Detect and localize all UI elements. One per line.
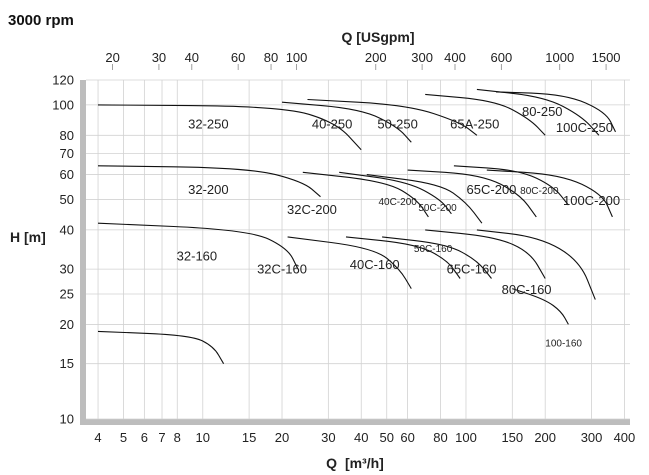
x-tick-label: 4	[94, 430, 101, 445]
pump-curve-65C-160	[425, 229, 546, 279]
y-tick-label: 100	[52, 97, 74, 112]
y-tick-label: 80	[60, 128, 74, 143]
y-tick-label: 20	[60, 317, 74, 332]
x-tick-label: 200	[534, 430, 556, 445]
bottom-axis-title-main: Q	[326, 455, 337, 471]
curve-label-50-250: 50-250	[377, 117, 417, 132]
x-top-tick-label: 1000	[545, 50, 574, 65]
pump-curve-32C-200	[302, 171, 429, 218]
y-axis-title: H [m]	[10, 229, 46, 245]
plot-bottom-border	[80, 419, 630, 425]
pump-curve-65C-200	[407, 169, 537, 218]
x-tick-label: 400	[614, 430, 636, 445]
pump-curve-80C-160	[476, 229, 596, 300]
x-tick-label: 80	[433, 430, 447, 445]
x-tick-label: 10	[196, 430, 210, 445]
pump-curve-40C-160	[345, 236, 461, 279]
x-tick-label: 40	[354, 430, 368, 445]
curve-label-80-250: 80-250	[522, 104, 562, 119]
grid	[86, 79, 630, 420]
pump-curve-65A-250	[425, 93, 546, 136]
pump-curve-50-250	[307, 98, 478, 136]
x-tick-label: 5	[120, 430, 127, 445]
x-tick-label: 150	[501, 430, 523, 445]
x-top-tick-label: 400	[444, 50, 466, 65]
x-top-tick-label: 100	[286, 50, 308, 65]
curve-label-80C-200: 80C-200	[520, 186, 559, 197]
pump-curve-50C-200	[366, 174, 483, 224]
curve-label-40C-160: 40C-160	[350, 257, 400, 272]
tick-labels: 4 5 6 7 8 10 15 20 30 40 50 60 80 100 150 200 300 400 20 30…	[52, 50, 635, 445]
y-tick-label: 120	[52, 73, 74, 88]
curve-label-65C-160: 65C-160	[447, 262, 497, 277]
pump-curves	[97, 88, 616, 364]
x-top-tick-label: 20	[105, 50, 119, 65]
x-tick-label: 7	[158, 430, 165, 445]
curve-label-40-250: 40-250	[312, 117, 352, 132]
pump-curve-80-250	[476, 88, 600, 136]
curve-label-32-160: 32-160	[177, 248, 217, 263]
x-tick-label: 20	[275, 430, 289, 445]
rpm-title: 3000 rpm	[8, 12, 74, 29]
pump-curve-50C-160	[382, 236, 492, 279]
curve-label-32C-160: 32C-160	[257, 262, 307, 277]
curve-label-40C-200: 40C-200	[378, 197, 417, 208]
pump-curve-100-160	[512, 288, 569, 325]
x-tick-label: 60	[400, 430, 414, 445]
y-tick-label: 40	[60, 222, 74, 237]
x-tick-label: 50	[380, 430, 394, 445]
x-top-tick-label: 60	[231, 50, 245, 65]
x-tick-label: 30	[321, 430, 335, 445]
x-tick-label: 300	[581, 430, 603, 445]
x-top-tick-label: 40	[185, 50, 199, 65]
pump-curve-32-160	[97, 222, 299, 270]
curve-label-32C-200: 32C-200	[287, 202, 337, 217]
x-tick-label: 15	[242, 430, 256, 445]
pump-curve-32-250	[97, 104, 362, 151]
curve-label-100C-250: 100C-250	[556, 120, 613, 135]
plot-left-border	[80, 80, 86, 425]
curve-label-80C-160: 80C-160	[502, 282, 552, 297]
x-tick-label: 100	[455, 430, 477, 445]
y-tick-label: 30	[60, 262, 74, 277]
bottom-axis-title-unit: [m³/h]	[345, 455, 384, 471]
pump-curve-40C-200	[339, 171, 452, 215]
top-axis-title: Q [USgpm]	[341, 29, 414, 45]
curve-label-32-250: 32-250	[188, 117, 228, 132]
curve-label-100-160: 100-160	[545, 339, 582, 350]
x-tick-label: 8	[174, 430, 181, 445]
pump-curve-series-20	[97, 330, 225, 364]
curve-label-50C-200: 50C-200	[418, 203, 457, 214]
x-top-tick-label: 30	[152, 50, 166, 65]
bottom-axis-title: Q [m³/h]	[326, 455, 384, 471]
x-top-tick-label: 600	[490, 50, 512, 65]
x-top-tick-label: 1500	[592, 50, 621, 65]
x-top-tick-label: 200	[365, 50, 387, 65]
y-tick-label: 70	[60, 146, 74, 161]
pump-curve-32C-160	[287, 236, 412, 289]
y-tick-label: 50	[60, 192, 74, 207]
y-tick-label: 15	[60, 356, 74, 371]
curve-label-50C-160: 50C-160	[414, 244, 453, 255]
pump-curve-100C-200	[486, 169, 613, 218]
x-tick-label: 6	[141, 430, 148, 445]
y-tick-label: 10	[60, 412, 74, 427]
pump-curve-32-200	[97, 165, 321, 198]
curve-label-65A-250: 65A-250	[450, 117, 499, 132]
curve-label-65C-200: 65C-200	[467, 182, 517, 197]
x-top-tick-label: 300	[411, 50, 433, 65]
y-tick-label: 25	[60, 286, 74, 301]
pump-curve-40-250	[281, 101, 412, 143]
curve-label-32-200: 32-200	[188, 182, 228, 197]
curve-label-100C-200: 100C-200	[563, 193, 620, 208]
x-top-tick-label: 80	[264, 50, 278, 65]
y-tick-label: 60	[60, 167, 74, 182]
pump-curve-100C-250	[495, 91, 616, 133]
